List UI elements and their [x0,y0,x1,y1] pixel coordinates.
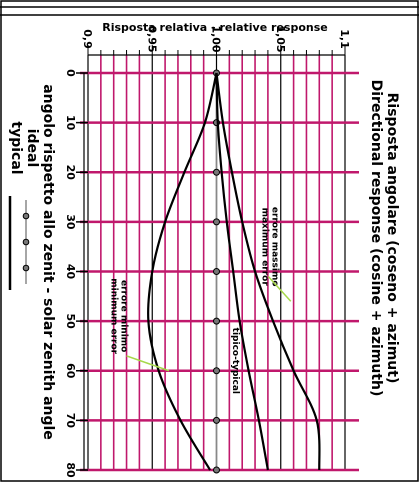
angle-tick-label: 20 [64,165,77,181]
legend-label-ideal: ideal [24,129,40,168]
angle-tick-label: 10 [64,115,77,131]
x-axis-title: angolo rispetto allo zenit - solar zenit… [40,84,56,440]
series-line-errore [215,72,321,471]
ideal-marker [213,416,220,424]
ideal-marker [213,466,220,474]
tick-layer: 0 10 20 30 40 50 60 70 80 0,9 0,95 1,00 1,05 1,1 [64,25,351,478]
annotation-leader-max [267,275,292,302]
right-title-line-2: Directional response (cosine + azimuth) [368,80,384,397]
ideal-marker [213,268,220,275]
series-line-errore [147,72,218,471]
response-tick-label: 1,1 [338,29,351,49]
annotation-max-error: errore massimo [269,207,279,287]
response-tick-label: 1,00 [210,25,223,52]
annotation-typical: tipico-typical [230,328,240,394]
chart-title: Risposta relativa - relative response [102,21,327,34]
series-line-typical [215,72,269,471]
response-tick-label: 0,95 [145,25,158,52]
angle-tick-label: 80 [64,462,77,478]
legend-label-typical: typical [8,121,24,174]
response-tick-label: 1,05 [274,25,287,52]
response-tick-label: 0,9 [81,29,94,49]
ideal-marker [213,317,220,325]
annotation-max-error: maximum error [259,208,269,287]
angle-tick-label: 30 [64,214,77,230]
angle-tick-label: 0 [64,69,77,77]
angle-tick-label: 50 [64,313,77,329]
annotation-min-error: errore minimo [118,280,128,352]
angle-tick-label: 60 [64,363,77,379]
angle-tick-label: 70 [64,413,77,429]
series-layer [147,69,321,474]
angle-tick-label: 40 [64,264,77,280]
ideal-marker [213,218,220,226]
ideal-marker [213,168,220,176]
annotation-min-error: minimum error [108,278,118,354]
annotation-leader-min [126,355,170,372]
right-title-line-1: Risposta angolare (coseno + azimut) [384,93,400,384]
ideal-marker [213,367,220,375]
legend-swatch-ideal [22,200,30,284]
